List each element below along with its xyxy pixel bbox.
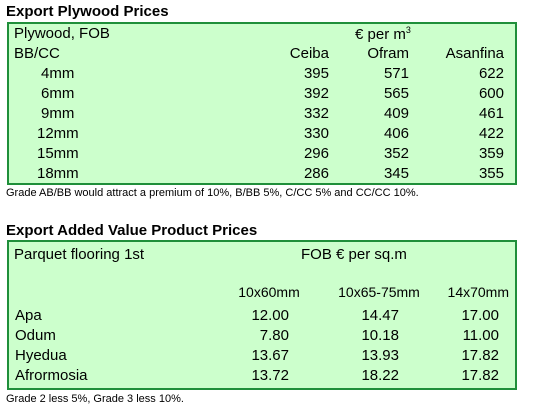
plywood-cell: 296: [303, 145, 329, 162]
plywood-cell: 571: [383, 65, 409, 82]
plywood-row-size: 15mm: [37, 145, 79, 162]
plywood-cell: 355: [478, 165, 504, 182]
plywood-unit: € per m3: [355, 25, 411, 43]
added-value-row-name: Hyedua: [15, 347, 67, 364]
added-value-row-name: Afrormosia: [15, 367, 88, 384]
plywood-row-size: 6mm: [41, 85, 75, 102]
added-value-label: Parquet flooring 1st: [14, 246, 145, 263]
added-value-cell: 18.22: [361, 367, 399, 384]
added-value-note: Grade 2 less 5%, Grade 3 less 10%.: [6, 393, 184, 405]
added-value-cell: 17.82: [461, 367, 499, 384]
added-value-cell: 14.47: [361, 307, 399, 324]
added-value-cell: 13.67: [251, 347, 289, 364]
plywood-title: Export Plywood Prices: [6, 3, 169, 20]
plywood-cell: 395: [303, 65, 329, 82]
plywood-row-size: 9mm: [41, 105, 75, 122]
plywood-cell: 422: [478, 125, 504, 142]
plywood-row-size: 18mm: [37, 165, 79, 182]
added-value-row-name: Odum: [15, 327, 56, 344]
added-value-unit: FOB € per sq.m: [301, 246, 407, 263]
plywood-col-header: Ceiba: [289, 45, 329, 62]
plywood-cell: 286: [303, 165, 329, 182]
added-value-title: Export Added Value Product Prices: [6, 222, 258, 239]
plywood-col-header: Asanfina: [445, 45, 504, 62]
plywood-unit-text: € per m: [355, 26, 406, 43]
plywood-cell: 345: [383, 165, 409, 182]
plywood-row-size: 12mm: [37, 125, 79, 142]
added-value-cell: 10.18: [361, 327, 399, 344]
added-value-cell: 17.00: [461, 307, 499, 324]
plywood-cell: 622: [478, 65, 504, 82]
plywood-cell: 406: [383, 125, 409, 142]
added-value-col-header: 10x65-75mm: [338, 284, 420, 300]
added-value-row-name: Apa: [15, 307, 42, 324]
added-value-cell: 11.00: [462, 327, 499, 344]
added-value-col-header: 14x70mm: [447, 284, 509, 300]
plywood-cell: 565: [383, 85, 409, 102]
plywood-table: Plywood, FOB € per m3 BB/CC Ceiba Ofram …: [7, 22, 517, 185]
added-value-table: Parquet flooring 1st FOB € per sq.m 10x6…: [7, 240, 517, 390]
plywood-cell: 352: [383, 145, 409, 162]
plywood-cell: 330: [303, 125, 329, 142]
plywood-cell: 461: [478, 105, 504, 122]
added-value-cell: 7.80: [259, 327, 289, 344]
plywood-cell: 332: [303, 105, 329, 122]
plywood-row-size: 4mm: [41, 65, 75, 82]
added-value-cell: 12.00: [251, 307, 289, 324]
added-value-cell: 13.93: [361, 347, 399, 364]
plywood-cell: 409: [383, 105, 409, 122]
plywood-label-grade: BB/CC: [14, 45, 60, 62]
plywood-col-header: Ofram: [367, 45, 409, 62]
added-value-cell: 13.72: [251, 367, 289, 384]
added-value-col-header: 10x60mm: [238, 284, 300, 300]
plywood-unit-sup: 3: [405, 25, 411, 35]
plywood-cell: 600: [478, 85, 504, 102]
added-value-cell: 17.82: [461, 347, 499, 364]
plywood-label-fob: Plywood, FOB: [14, 25, 110, 42]
plywood-cell: 359: [478, 145, 504, 162]
plywood-note: Grade AB/BB would attract a premium of 1…: [6, 187, 419, 199]
plywood-cell: 392: [303, 85, 329, 102]
